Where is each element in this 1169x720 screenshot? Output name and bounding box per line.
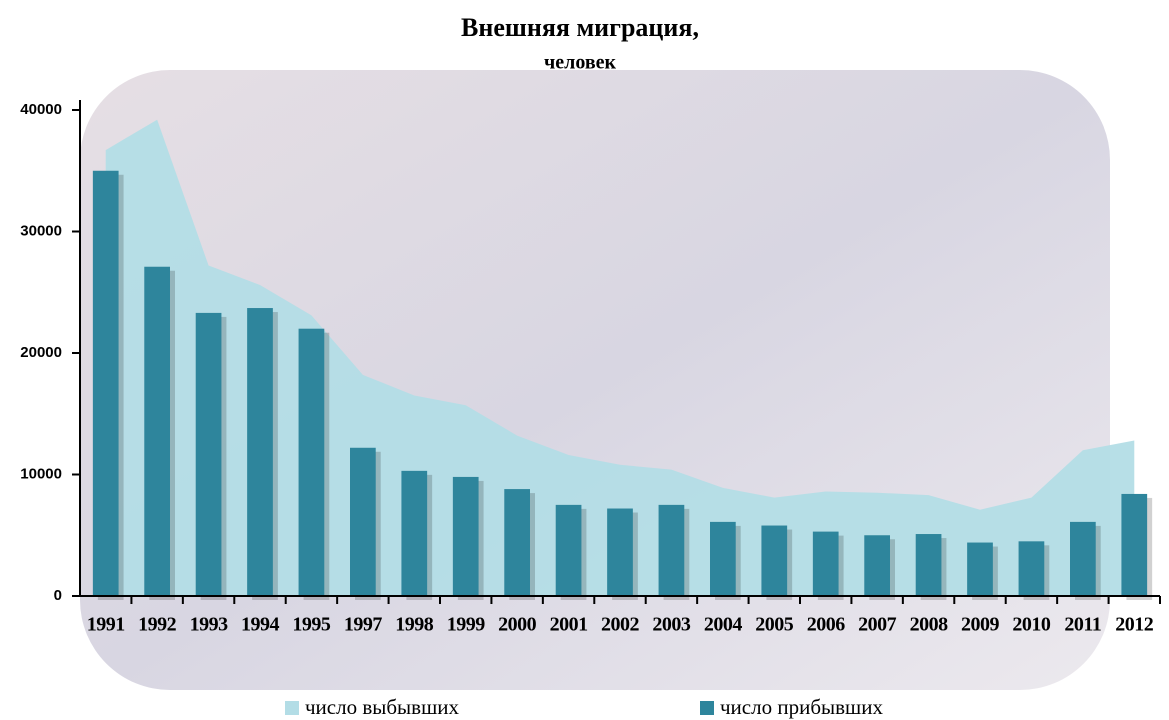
bar <box>915 534 942 596</box>
bar <box>658 504 685 596</box>
bar <box>350 447 376 596</box>
x-tick-label: 2004 <box>704 614 743 636</box>
y-tick-label: 30000 <box>20 222 62 239</box>
x-tick-label: 2012 <box>1115 614 1154 636</box>
y-tick-label: 0 <box>54 587 62 604</box>
bar <box>1018 541 1045 596</box>
x-tick-label: 2006 <box>807 614 846 636</box>
bar <box>1121 493 1148 596</box>
y-tick-label: 10000 <box>20 465 62 482</box>
legend-swatch <box>700 701 714 715</box>
x-tick-label: 2009 <box>961 614 1000 636</box>
bar <box>144 266 170 596</box>
bar <box>864 535 890 596</box>
x-tick-label: 1995 <box>292 614 331 636</box>
chart-subtitle: человек <box>544 52 617 74</box>
y-tick-label: 20000 <box>20 344 62 361</box>
x-tick-label: 2007 <box>858 614 897 636</box>
y-tick-label: 40000 <box>20 101 62 118</box>
bar <box>812 531 839 596</box>
x-tick-label: 2003 <box>652 614 691 636</box>
bar <box>298 328 325 596</box>
bar <box>195 312 222 596</box>
bar <box>555 504 582 596</box>
bar <box>247 308 273 596</box>
x-tick-label: 2010 <box>1012 614 1051 636</box>
x-tick-label: 1997 <box>344 614 383 636</box>
legend-label: число выбывших <box>305 695 459 719</box>
bar <box>967 542 993 596</box>
bar <box>710 521 736 596</box>
chart-title: Внешняя миграция, <box>461 13 699 42</box>
x-tick-label: 1999 <box>447 614 486 636</box>
x-tick-label: 2000 <box>498 614 537 636</box>
x-tick-label: 1991 <box>87 614 125 636</box>
x-tick-label: 1992 <box>138 614 177 636</box>
bar <box>504 489 530 596</box>
bar <box>401 470 428 596</box>
bar <box>452 476 479 596</box>
x-tick-label: 1994 <box>241 614 280 636</box>
bar <box>761 525 788 596</box>
x-tick-label: 1993 <box>190 614 229 636</box>
legend-swatch <box>285 701 299 715</box>
legend-label: число прибывших <box>720 695 883 719</box>
x-tick-label: 2005 <box>755 614 794 636</box>
x-tick-label: 2002 <box>601 614 640 636</box>
x-tick-label: 2001 <box>550 614 588 636</box>
x-tick-label: 2011 <box>1064 614 1101 636</box>
x-tick-label: 2008 <box>910 614 949 636</box>
bar <box>92 170 119 596</box>
bar <box>607 508 633 596</box>
x-tick-label: 1998 <box>395 614 434 636</box>
bar <box>1070 521 1096 596</box>
